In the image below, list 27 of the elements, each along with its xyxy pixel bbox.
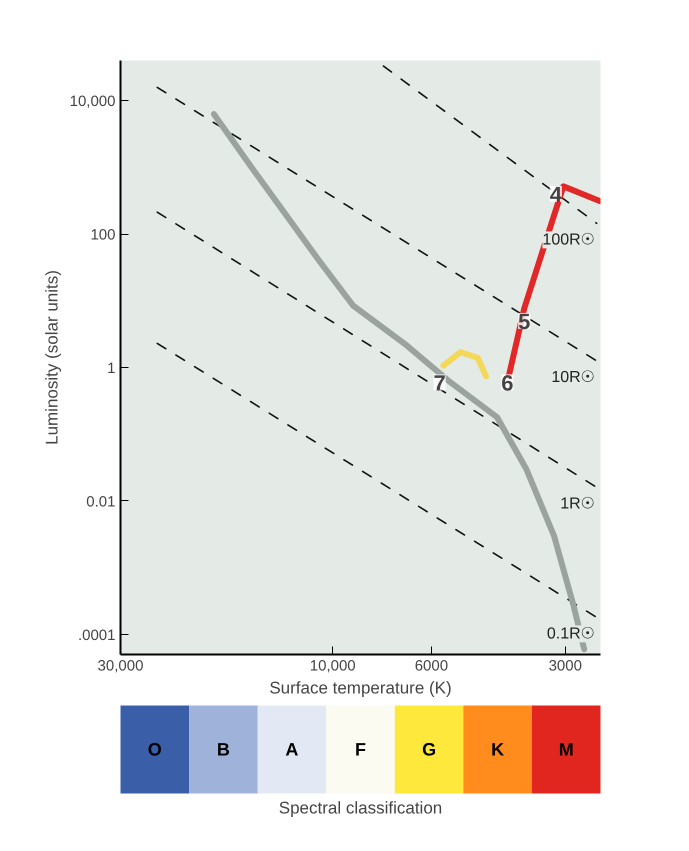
y-axis-title: Luminosity (solar units) [42, 270, 62, 445]
annotation: 6 [501, 370, 514, 396]
category-label: G [422, 740, 436, 760]
category-label: F [355, 740, 366, 760]
category-label: K [491, 740, 504, 760]
y-tick-label: 100 [90, 226, 116, 244]
y-tick-label: 1 [107, 360, 116, 378]
y-tick-label: 0.01 [86, 493, 116, 510]
category-label: B [216, 740, 230, 760]
category-label: A [285, 740, 298, 760]
series-label: 10R☉ [551, 368, 595, 386]
y-tick-label: .0001 [78, 626, 116, 644]
series-label: 0.1R☉ [546, 625, 595, 642]
category-label: O [148, 740, 162, 760]
x-tick-label: 3000 [548, 658, 582, 674]
x-tick-label: 10,000 [310, 658, 356, 674]
text: Spectral classification [278, 798, 442, 818]
series-label: 100R☉ [542, 231, 595, 248]
series-label: 1R☉ [560, 495, 595, 512]
x-axis-title: Surface temperature (K) [269, 678, 452, 698]
x-tick-label: 30,000 [98, 658, 144, 674]
annotation: 7 [433, 370, 446, 396]
x-tick-label: 6000 [414, 658, 448, 674]
y-tick-label: 10,000 [70, 93, 116, 110]
annotation: 4 [550, 182, 563, 207]
annotation: 5 [518, 308, 530, 334]
category-label: M [558, 740, 574, 760]
